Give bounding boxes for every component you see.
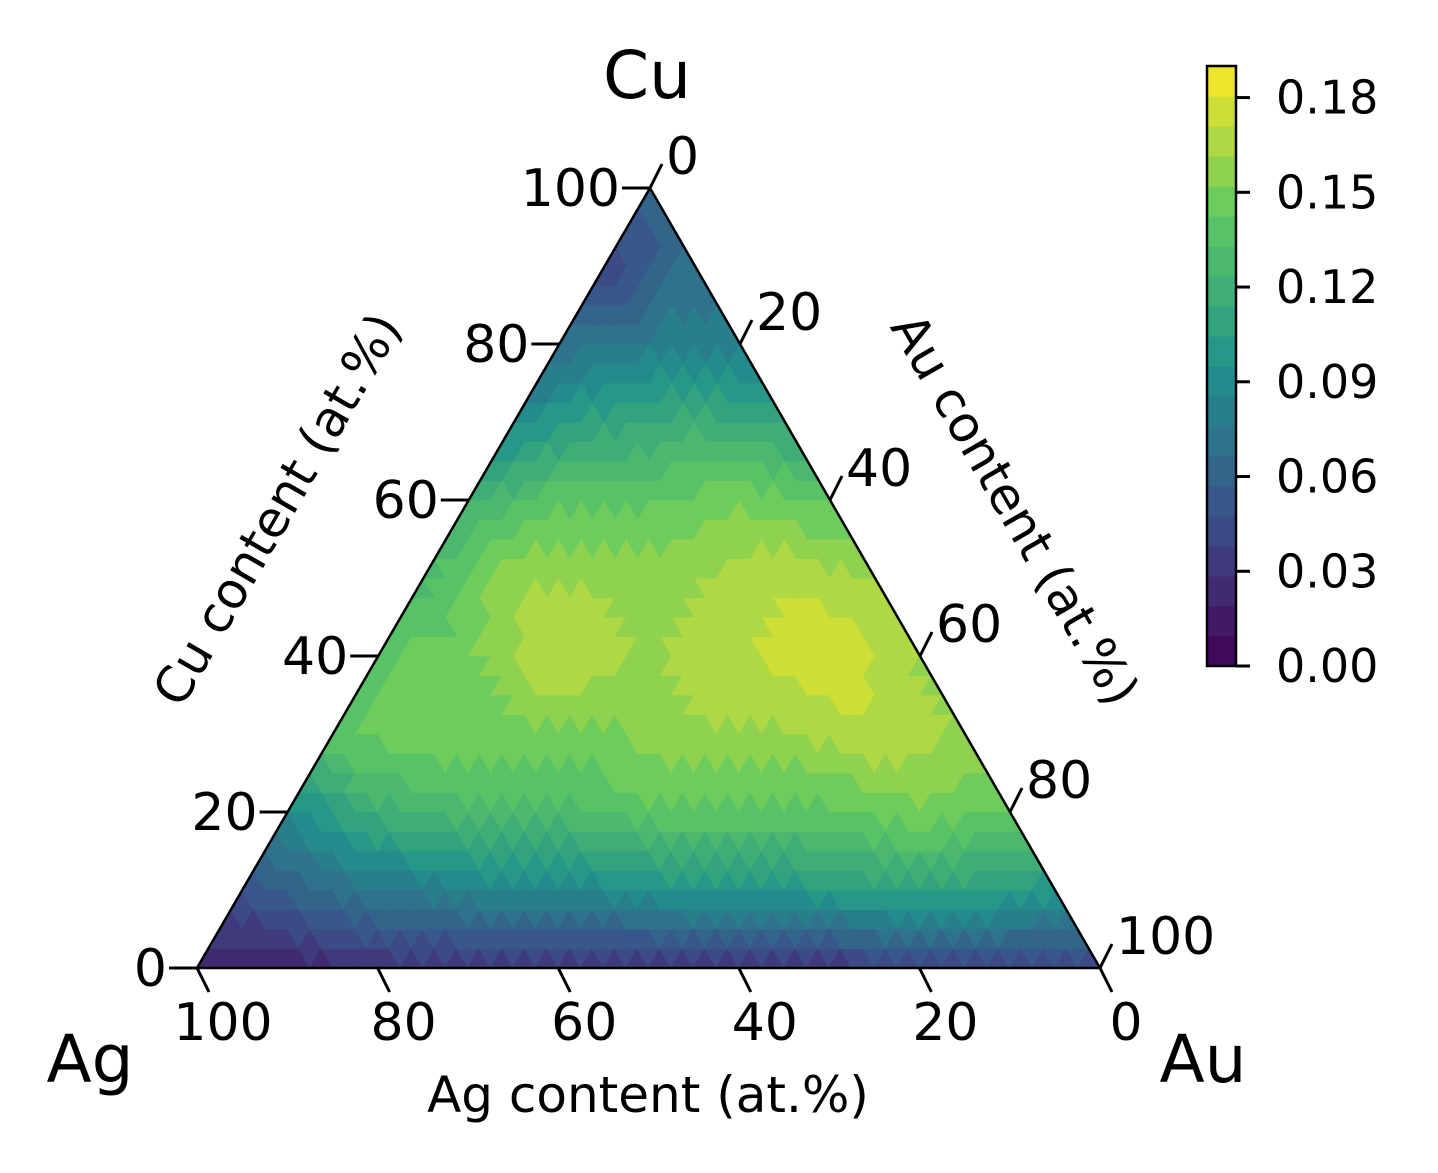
axis-label-ag: Ag content (at.%) [427,1066,869,1124]
colorbar-band [1207,456,1236,487]
tick-label-au: 0 [666,127,699,187]
colorbar-frame [1205,64,1238,668]
tick-ag [556,967,572,993]
tick-ag [376,967,391,993]
tick-ag [195,967,211,993]
colorbar-band [1207,546,1236,577]
colorbar-band [1207,156,1236,187]
tick-label-au: 60 [936,595,1002,655]
tick-label-cu: 80 [463,315,529,375]
tick-label-cu: 100 [521,159,620,219]
colorbar-band [1207,396,1236,427]
colorbar-tick-label: 0.03 [1276,544,1378,598]
colorbar-band [1207,306,1236,337]
tick-au [648,163,664,189]
tick-label-ag: 40 [732,993,798,1053]
tick-label-ag: 60 [551,993,617,1053]
contour-fill [197,188,1100,968]
colorbar-band [1207,606,1236,637]
tick-label-au: 80 [1026,751,1092,811]
tick-label-ag: 100 [173,993,272,1053]
colorbar-band [1207,576,1236,607]
tick-label-cu: 0 [134,939,167,999]
tick-label-cu: 60 [373,471,439,531]
tick-label-ag: 0 [1109,993,1142,1053]
tick-ag [918,967,933,993]
colorbar-band [1207,636,1236,667]
colorbar-band [1207,66,1236,97]
tick-label-ag: 20 [912,993,978,1053]
colorbar-tick-label: 0.18 [1276,71,1378,125]
colorbar-tick-label: 0.12 [1276,260,1378,314]
colorbar-band [1207,366,1236,397]
tick-ag [737,967,753,993]
colorbar-tick-label: 0.00 [1276,639,1378,693]
tick-au [1008,787,1024,813]
corner-label-au: Au [1160,1021,1247,1098]
colorbar-bands [1207,66,1236,667]
corner-label-ag: Ag [46,1021,133,1098]
tick-au [918,631,934,657]
tick-label-cu: 20 [191,783,257,843]
tick-label-au: 100 [1116,907,1215,967]
colorbar-band [1207,426,1236,457]
tick-au [828,475,844,501]
tick-au [1098,943,1114,969]
colorbar-band [1207,246,1236,277]
colorbar-ticks: 0.00 0.03 0.06 0.09 0.12 0.15 0.18 [1236,71,1378,693]
colorbar-tick-label: 0.15 [1276,165,1378,219]
tick-ag [1098,967,1114,993]
corner-label-cu: Cu [603,37,691,114]
colorbar-band [1207,516,1236,547]
colorbar-tick-label: 0.09 [1276,355,1378,409]
tick-au [738,319,754,345]
tick-label-cu: 40 [282,627,348,687]
colorbar-band [1207,96,1236,127]
tick-label-au: 40 [846,439,912,499]
colorbar-band [1207,216,1236,247]
tick-label-au: 20 [756,283,822,343]
tick-label-ag: 80 [371,993,437,1053]
colorbar-band [1207,276,1236,307]
triangle-frame [194,185,1103,970]
colorbar-band [1207,336,1236,367]
colorbar: 0.00 0.03 0.06 0.09 0.12 0.15 0.18 [1205,64,1378,693]
colorbar-band [1207,126,1236,157]
colorbar-band [1207,486,1236,517]
colorbar-band [1207,186,1236,217]
colorbar-tick-label: 0.06 [1276,450,1378,504]
contour-cell [638,188,662,208]
